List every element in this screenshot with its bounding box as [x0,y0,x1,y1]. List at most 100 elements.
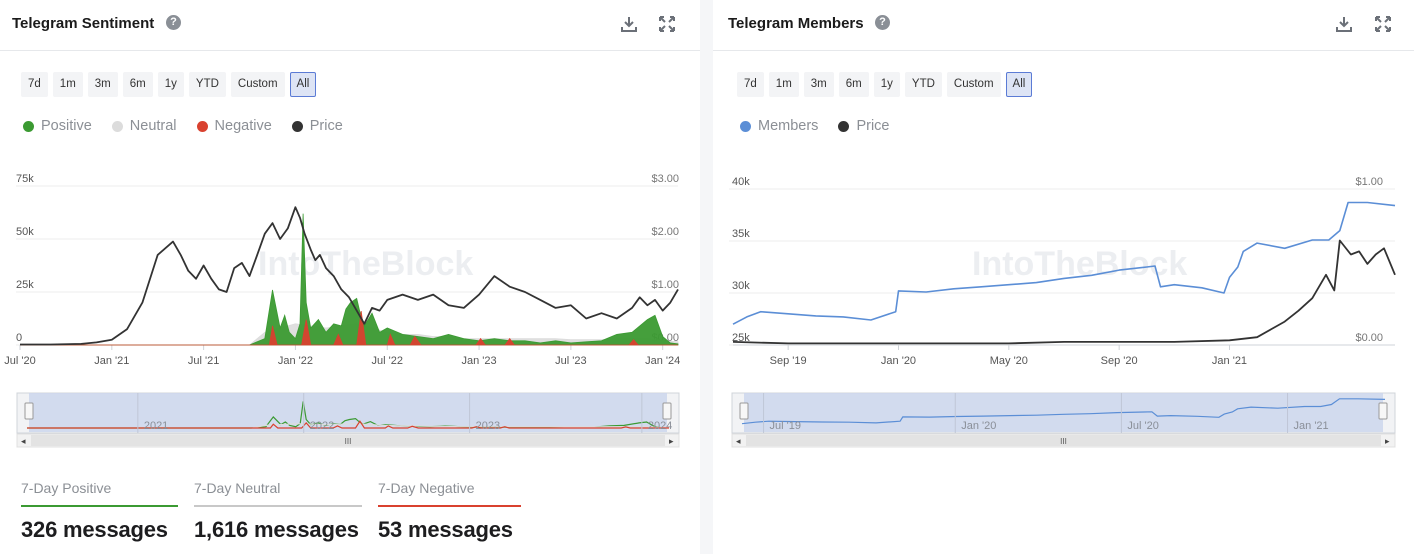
price-dot-icon [838,120,850,132]
navigator-label: Jan '21 [1294,420,1329,432]
time-range-selector: 7d 1m 3m 6m 1y YTD Custom All [737,72,1033,98]
series-members-line [732,201,1396,325]
price-dot-icon [291,120,303,132]
x-tick-label: Jul '21 [188,355,219,367]
telegram-members-panel: Telegram Members ? 7d 1m 3m 6m 1y YTD Cu… [713,0,1414,554]
range-3m-button[interactable]: 3m [803,72,834,97]
legend-positive[interactable]: Positive [23,118,92,134]
y-tick-label: 25k [16,279,34,291]
chart-legend: Positive Neutral Negative Price [23,118,343,134]
navigator-selection[interactable] [29,393,667,432]
stat-value: 1,616 messages [194,517,359,542]
x-tick-label: Jan '24 [645,355,680,367]
x-tick-label: Jul '23 [555,355,586,367]
stat-label: 7-Day Neutral [194,480,362,507]
panel-header: Telegram Members ? [713,0,1414,51]
x-tick-label: Sep '20 [1101,355,1138,367]
navigator-right-handle[interactable] [662,402,672,420]
stat-positive: 7-Day Positive 326 messages [21,480,178,543]
range-3m-button[interactable]: 3m [87,72,118,97]
navigator[interactable]: Jul '19 Jan '20 Jul '20 Jan '21 ◂ ▸ III [731,392,1396,448]
x-tick-label: Jul '22 [372,355,403,367]
series-price-line [20,206,679,346]
y-tick-label: 40k [732,176,750,188]
range-all-button[interactable]: All [1005,72,1033,97]
y-tick-label: 35k [732,228,750,240]
panel-title: Telegram Sentiment [12,15,155,32]
help-icon[interactable]: ? [166,15,181,30]
neutral-dot-icon [111,120,123,132]
y2-tick-label: $0.00 [1355,332,1383,344]
x-tick-label: Sep '19 [770,355,807,367]
scrollbar-thumb[interactable] [746,435,1381,446]
x-tick-label: Jul '20 [4,355,35,367]
legend-label: Members [758,118,819,134]
legend-neutral[interactable]: Neutral [111,118,177,134]
download-icon[interactable] [619,14,639,34]
range-1y-button[interactable]: 1y [873,72,900,97]
range-custom-button[interactable]: Custom [230,72,285,97]
legend-label: Price [856,118,890,134]
expand-icon[interactable] [657,14,677,34]
positive-dot-icon [23,120,34,132]
stat-value: 326 messages [21,517,168,542]
time-range-selector: 7d 1m 3m 6m 1y YTD Custom All [21,72,317,98]
range-7d-button[interactable]: 7d [21,72,48,97]
seven-day-stats: 7-Day Positive 326 messages 7-Day Neutra… [21,480,521,543]
navigator-series-negative [27,420,669,429]
navigator-left-handle[interactable] [24,402,34,420]
navigator[interactable]: 2021 2022 2023 2024 ◂ ▸ III [16,392,680,448]
legend-negative[interactable]: Negative [196,118,272,134]
y-tick-label: 25k [732,332,750,344]
range-ytd-button[interactable]: YTD [188,72,226,97]
range-7d-button[interactable]: 7d [737,72,764,97]
navigator-left-handle[interactable] [739,402,749,420]
navigator-label: Jul '20 [1127,420,1158,432]
download-icon[interactable] [1334,14,1354,34]
x-tick-label: Jan '20 [881,355,916,367]
expand-icon[interactable] [1373,14,1393,34]
scrollbar-grip-icon: III [1060,437,1067,446]
navigator-label: 2024 [648,420,672,432]
range-1m-button[interactable]: 1m [52,72,83,97]
watermark: IntoTheBlock [258,245,473,283]
scroll-left-icon[interactable]: ◂ [21,436,26,446]
range-all-button[interactable]: All [289,72,317,97]
help-icon[interactable]: ? [875,15,890,30]
members-dot-icon [740,120,751,132]
stat-label: 7-Day Positive [21,480,178,507]
y2-tick-label: $2.00 [651,226,679,238]
range-custom-button[interactable]: Custom [946,72,1001,97]
panel-divider [700,0,713,554]
legend-label: Neutral [129,118,177,134]
legend-label: Price [309,118,343,134]
range-ytd-button[interactable]: YTD [904,72,942,97]
navigator-right-handle[interactable] [1378,402,1388,420]
scrollbar-thumb[interactable] [31,435,665,446]
scroll-right-icon[interactable]: ▸ [1385,436,1390,446]
range-1m-button[interactable]: 1m [768,72,799,97]
scroll-right-icon[interactable]: ▸ [669,436,674,446]
legend-price[interactable]: Price [291,118,343,134]
chart-legend: Members Price [740,118,889,134]
series-price-line [732,239,1396,345]
y2-tick-label: $3.00 [651,173,679,185]
panel-header: Telegram Sentiment ? [0,0,700,51]
y-tick-label: 50k [16,226,34,238]
x-tick-label: Jan '22 [278,355,313,367]
legend-members[interactable]: Members [740,118,818,134]
navigator-series-members [741,398,1386,425]
x-tick-label: May '20 [990,355,1028,367]
scroll-left-icon[interactable]: ◂ [736,436,741,446]
panel-title: Telegram Members [728,15,864,32]
sentiment-chart: IntoTheBlock 025k50k75k$0.00$1.00$2.00$3… [4,173,680,448]
legend-price[interactable]: Price [838,118,889,134]
range-1y-button[interactable]: 1y [157,72,184,97]
range-6m-button[interactable]: 6m [122,72,153,97]
navigator-label: 2022 [310,420,334,432]
range-6m-button[interactable]: 6m [838,72,869,97]
navigator-selection[interactable] [744,393,1383,432]
stat-label: 7-Day Negative [378,480,521,507]
stat-value: 53 messages [378,517,513,542]
